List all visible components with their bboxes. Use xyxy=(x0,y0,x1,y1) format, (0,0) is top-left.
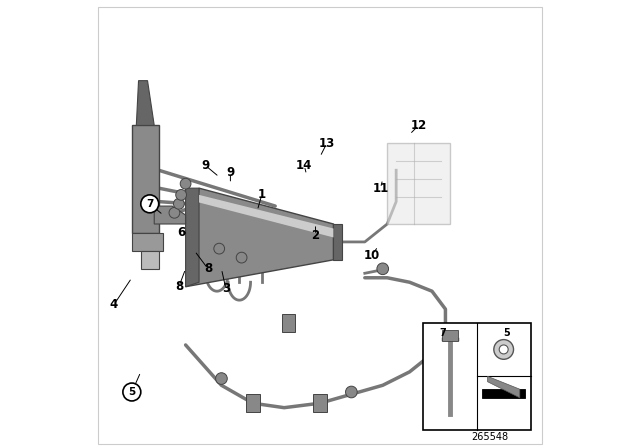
Polygon shape xyxy=(186,188,199,287)
Polygon shape xyxy=(333,224,342,260)
Circle shape xyxy=(141,195,159,213)
Text: 9: 9 xyxy=(202,159,210,172)
Text: 14: 14 xyxy=(296,159,312,172)
Text: 8: 8 xyxy=(204,262,212,276)
Bar xyxy=(387,143,450,224)
Text: 11: 11 xyxy=(372,181,388,195)
Polygon shape xyxy=(132,233,163,251)
Polygon shape xyxy=(186,188,333,287)
Text: 12: 12 xyxy=(410,119,427,132)
Polygon shape xyxy=(482,389,525,398)
Circle shape xyxy=(236,252,247,263)
Text: 13: 13 xyxy=(319,137,335,150)
Circle shape xyxy=(123,383,141,401)
Text: 8: 8 xyxy=(175,280,183,293)
Text: 3: 3 xyxy=(222,282,230,296)
Circle shape xyxy=(346,386,357,398)
Bar xyxy=(314,394,327,412)
Circle shape xyxy=(176,190,186,200)
Circle shape xyxy=(169,207,180,218)
Text: 7: 7 xyxy=(439,328,446,338)
Text: 5: 5 xyxy=(128,387,136,397)
Text: 7: 7 xyxy=(146,199,154,209)
Polygon shape xyxy=(132,125,159,233)
Text: 4: 4 xyxy=(110,298,118,311)
Text: 9: 9 xyxy=(227,166,234,179)
Text: 6: 6 xyxy=(177,226,185,240)
Circle shape xyxy=(499,345,508,354)
Text: 5: 5 xyxy=(504,328,510,338)
Polygon shape xyxy=(154,206,186,224)
Circle shape xyxy=(377,263,388,275)
Circle shape xyxy=(180,178,191,189)
Text: 2: 2 xyxy=(312,228,319,242)
Circle shape xyxy=(216,373,227,384)
Circle shape xyxy=(214,243,225,254)
Bar xyxy=(246,394,260,412)
Bar xyxy=(442,330,458,341)
Bar xyxy=(423,323,531,430)
Polygon shape xyxy=(141,251,159,269)
Polygon shape xyxy=(199,195,333,237)
Circle shape xyxy=(494,340,513,359)
Text: 265548: 265548 xyxy=(472,432,509,442)
Circle shape xyxy=(173,198,184,209)
Polygon shape xyxy=(136,81,154,125)
Polygon shape xyxy=(488,376,520,398)
Bar xyxy=(282,314,296,332)
Text: 1: 1 xyxy=(258,188,266,202)
Text: 10: 10 xyxy=(364,249,380,262)
